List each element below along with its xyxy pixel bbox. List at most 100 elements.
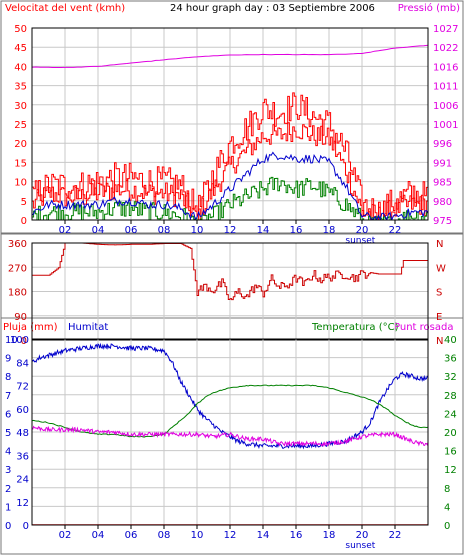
y-tick-label-rain: 4 [5,447,11,458]
compass-label: W [436,263,446,274]
compass-label: N [436,239,443,250]
sunset-label: sunset [345,541,375,551]
y-tick-label-wind: 20 [14,139,27,150]
y-tick-label-wind: 45 [14,43,27,54]
compass-label: S [436,288,442,299]
y-tick-label-temperature: 0 [444,521,450,532]
y-tick-label-pressure: 1027 [433,24,458,35]
y-tick-label-direction: 90 [14,312,27,323]
compass-label: N [436,336,443,347]
wind-axis-label: Velocitat del vent (kmh) [5,3,125,14]
y-tick-label-pressure: 1022 [433,43,458,54]
panel-2-border [0,233,464,319]
y-tick-label-temperature: 28 [444,391,457,402]
y-tick-label-rain: 2 [5,484,11,495]
series-dewpoint [32,425,428,448]
series-wind-minimum [32,176,428,220]
panel-3-border [0,317,464,555]
x-tick-label: 02 [59,225,72,236]
x-tick-label: 18 [323,225,336,236]
y-tick-label-temperature: 40 [444,335,457,346]
x-tick-label: 10 [191,530,204,541]
x-tick-label: 14 [257,530,270,541]
y-tick-label-direction: 180 [8,288,27,299]
y-tick-label-rain: 6 [5,409,11,420]
series-humidity [32,342,428,450]
x-tick-label: 20 [356,225,369,236]
x-tick-label: 10 [191,225,204,236]
y-tick-label-temperature: 8 [444,484,450,495]
y-tick-label-wind: 40 [14,62,27,73]
y-tick-label-humidity: 48 [16,428,29,439]
x-tick-label: 18 [323,530,336,541]
y-tick-label-pressure: 985 [433,178,452,189]
series-wind-average [32,151,428,220]
chart-title: 24 hour graph day : 03 Septiembre 2006 [170,3,375,14]
x-tick-label: 22 [389,530,402,541]
y-tick-label-rain: 9 [5,354,11,365]
pressure-axis-label: Pressió (mb) [398,2,460,14]
y-tick-label-pressure: 1006 [433,101,458,112]
y-tick-label-humidity: 36 [16,451,29,462]
x-tick-label: 04 [92,225,105,236]
y-tick-label-rain: 8 [5,372,11,383]
x-tick-label: 20 [356,530,369,541]
x-tick-label: 12 [224,530,237,541]
y-tick-label-humidity: 60 [16,405,29,416]
y-tick-label-pressure: 996 [433,139,452,150]
series-pressure [32,44,428,68]
x-tick-label: 06 [125,530,138,541]
y-tick-label-rain: 5 [5,428,11,439]
y-tick-label-wind: 0 [21,216,27,227]
compass-label: E [436,312,442,323]
x-tick-label: 16 [290,225,303,236]
y-tick-label-temperature: 12 [444,465,457,476]
y-tick-label-pressure: 1011 [433,82,458,93]
x-tick-label: 06 [125,225,138,236]
y-tick-label-direction: 0 [21,336,27,347]
y-tick-label-wind: 35 [14,82,27,93]
y-tick-label-wind: 15 [14,158,27,169]
y-tick-label-temperature: 20 [444,428,457,439]
series-wind-direction [32,243,428,301]
y-tick-label-pressure: 991 [433,158,452,169]
y-tick-label-humidity: 24 [16,475,29,486]
x-tick-label: 14 [257,225,270,236]
y-tick-label-wind: 50 [14,24,27,35]
x-tick-label: 16 [290,530,303,541]
y-tick-label-direction: 270 [8,263,27,274]
y-tick-label-temperature: 16 [444,447,457,458]
series-gust [32,92,428,220]
y-tick-label-humidity: 12 [16,498,29,509]
x-tick-label: 08 [158,530,171,541]
x-tick-label: 22 [389,225,402,236]
y-tick-label-temperature: 24 [444,409,457,420]
humidity-axis-label: Humitat [68,322,108,333]
y-tick-label-humidity: 72 [16,382,29,393]
panel-1-border [0,0,464,234]
x-tick-label: 12 [224,225,237,236]
dewpoint-axis-label: Punt rosada [394,322,453,333]
y-tick-label-rain: 7 [5,391,11,402]
y-tick-label-rain: 10 [5,335,18,346]
y-tick-label-pressure: 1016 [433,62,458,73]
x-tick-label: 08 [158,225,171,236]
y-tick-label-wind: 10 [14,178,27,189]
y-tick-label-rain: 3 [5,465,11,476]
y-tick-label-rain: 0 [5,521,11,532]
y-tick-label-wind: 5 [21,197,27,208]
series-temperature [32,384,428,438]
rain-axis-label: Pluja (mm) [3,322,58,333]
y-tick-label-temperature: 4 [444,502,450,513]
y-tick-label-wind: 25 [14,120,27,131]
y-tick-label-pressure: 980 [433,197,452,208]
y-tick-label-pressure: 975 [433,216,452,227]
sunset-label: sunset [345,236,375,246]
y-tick-label-rain: 1 [5,502,11,513]
y-tick-label-wind: 30 [14,101,27,112]
y-tick-label-humidity: 100 [10,335,29,346]
y-tick-label-temperature: 32 [444,372,457,383]
x-tick-label: 04 [92,530,105,541]
